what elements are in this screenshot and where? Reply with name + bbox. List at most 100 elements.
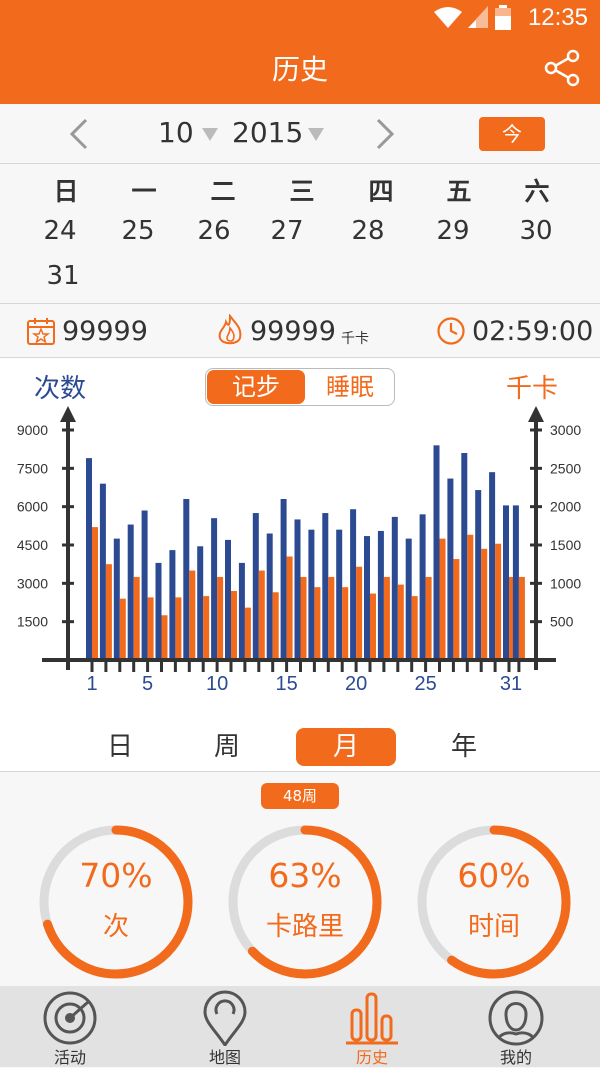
bar-steps [183, 499, 190, 660]
nav-label: 历史 [355, 1048, 388, 1067]
right-axis-tick-label: 1500 [550, 537, 581, 553]
bar-steps [141, 510, 148, 660]
activity-icon [43, 991, 97, 1045]
bar-calories [425, 576, 432, 660]
steps-toggle-button[interactable]: 记步 [207, 370, 305, 404]
nav-label: 地图 [208, 1048, 241, 1067]
bar-steps [336, 529, 343, 660]
bar-calories [119, 598, 126, 660]
bar-steps [322, 513, 329, 660]
page-title: 历史 [271, 53, 328, 86]
ring-progress [228, 825, 382, 979]
week-badge: 48周 [261, 783, 339, 809]
status-time: 12:35 [527, 4, 588, 31]
wifi-icon [434, 7, 462, 28]
year-dropdown-icon[interactable] [308, 128, 324, 141]
calendar-day[interactable]: 24 [43, 216, 77, 246]
profile-icon [488, 990, 544, 1046]
bar-calories [509, 576, 515, 660]
calendar-day[interactable]: 30 [519, 216, 553, 246]
calendar-day[interactable]: 28 [351, 216, 385, 246]
bar-steps [447, 478, 454, 660]
left-axis-tick-label: 7500 [17, 460, 48, 476]
calendar-day[interactable]: 27 [270, 216, 304, 246]
weekday-header: 日 [53, 177, 79, 206]
bar-calories [453, 559, 460, 660]
weekday-header: 六 [524, 177, 550, 206]
nav-history[interactable]: 历史 [312, 986, 432, 1067]
chevron-left-icon[interactable] [60, 114, 100, 154]
bar-steps [475, 490, 482, 660]
top-app-bar: 历史 [0, 36, 600, 104]
bar-steps [99, 483, 106, 660]
left-axis-label: 次数 [34, 374, 87, 404]
tab-day[interactable]: 日 [106, 732, 133, 762]
bar-steps [391, 516, 398, 660]
month-selector: 10 2015 今 [0, 104, 600, 164]
bar-calories [481, 548, 488, 660]
bar-calories [244, 607, 251, 660]
progress-ring-count: 70% 次 [36, 822, 196, 982]
battery-icon [495, 5, 511, 30]
nav-activity[interactable]: 活动 [10, 986, 130, 1067]
bar-calories [286, 556, 293, 660]
status-bar: 12:35 [0, 0, 600, 36]
sleep-toggle-button[interactable]: 睡眠 [326, 373, 374, 401]
bar-steps [433, 445, 440, 660]
bar-chart: 1500 3000 4500 6000 7500 9000 500 1000 1500 2000 2… [17, 406, 581, 695]
chevron-right-icon[interactable] [366, 114, 406, 154]
map-pin-icon [203, 990, 247, 1046]
bar-steps [211, 518, 218, 660]
bar-steps [225, 539, 231, 660]
right-axis-tick-label: 2500 [550, 460, 581, 476]
bar-calories [300, 576, 307, 660]
x-axis-tick-label: 31 [500, 673, 522, 695]
bar-steps [419, 514, 426, 660]
nav-map[interactable]: 地图 [165, 986, 285, 1067]
bar-steps [405, 538, 412, 660]
ring-label: 时间 [467, 912, 520, 942]
bar-calories [383, 576, 390, 660]
tab-week[interactable]: 周 [213, 732, 240, 762]
year-value[interactable]: 2015 [232, 116, 304, 149]
today-button[interactable]: 今 [479, 117, 545, 151]
calendar-day[interactable]: 29 [436, 216, 470, 246]
x-axis-tick-label: 15 [275, 673, 297, 695]
bar-steps [197, 546, 204, 660]
x-axis-tick-label: 10 [206, 673, 228, 695]
month-dropdown-icon[interactable] [202, 128, 218, 141]
steps-value: 99999 [62, 316, 148, 347]
bar-steps [489, 472, 496, 660]
bar-steps [308, 529, 315, 660]
calendar-grid: 日 一 二 三 四 五 六 24 25 26 27 28 29 30 31 [0, 164, 600, 304]
ring-percent: 60% [457, 856, 531, 895]
calories-unit: 千卡 [341, 331, 369, 347]
right-axis-tick-label: 500 [550, 614, 574, 630]
weekday-header: 二 [210, 177, 236, 206]
tab-year[interactable]: 年 [450, 732, 477, 762]
signal-icon [468, 6, 488, 28]
calendar-day[interactable]: 25 [121, 216, 155, 246]
bar-steps [238, 562, 245, 660]
bar-calories [175, 597, 182, 660]
nav-label: 我的 [499, 1048, 532, 1067]
summary-stats: 99999 99999 千卡 02:59:00 [0, 304, 600, 358]
tab-month[interactable]: 月 [296, 728, 396, 766]
x-axis-tick-label: 5 [142, 673, 153, 695]
nav-profile[interactable]: 我的 [456, 986, 576, 1067]
share-icon[interactable] [542, 48, 582, 88]
bottom-navigation: 活动 地图 历史 我的 [0, 986, 600, 1067]
ring-label: 次 [102, 912, 129, 942]
bar-steps [350, 509, 357, 660]
month-value[interactable]: 10 [158, 116, 194, 149]
left-axis-tick-label: 1500 [17, 614, 48, 630]
calendar-day[interactable]: 26 [197, 216, 231, 246]
left-axis-arrow [60, 406, 76, 422]
bar-steps [113, 538, 120, 660]
ring-progress [39, 825, 193, 979]
bar-steps [512, 505, 519, 660]
calendar-day[interactable]: 31 [46, 261, 80, 291]
bar-calories [397, 584, 404, 660]
bar-steps [127, 524, 134, 660]
bar-steps [86, 458, 92, 660]
